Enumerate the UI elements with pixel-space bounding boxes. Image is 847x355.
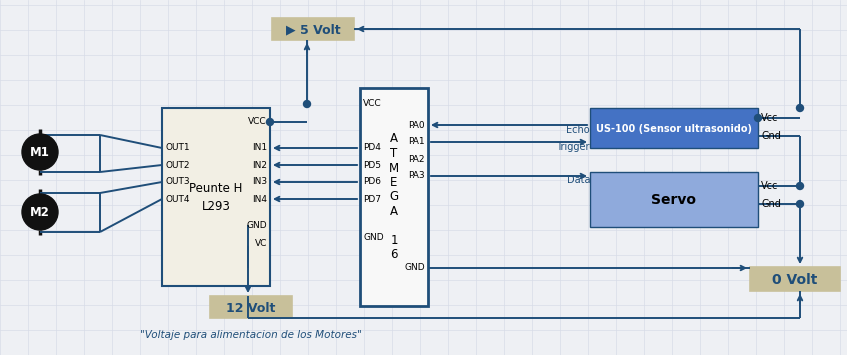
Text: GND: GND xyxy=(363,234,384,242)
Text: Gnd: Gnd xyxy=(761,199,781,209)
Text: M1: M1 xyxy=(30,146,50,158)
Circle shape xyxy=(755,115,761,121)
Circle shape xyxy=(796,104,804,111)
Text: Servo: Servo xyxy=(651,193,696,208)
Text: PA3: PA3 xyxy=(408,171,425,180)
Text: US-100 (Sensor ultrasonido): US-100 (Sensor ultrasonido) xyxy=(596,124,752,134)
Text: PA1: PA1 xyxy=(408,137,425,147)
Text: VC: VC xyxy=(255,240,267,248)
Text: L293: L293 xyxy=(202,201,230,213)
Bar xyxy=(590,108,758,148)
Text: Vcc: Vcc xyxy=(761,181,778,191)
Circle shape xyxy=(796,201,804,208)
Text: Data: Data xyxy=(567,175,590,185)
Text: ▶ 5 Volt: ▶ 5 Volt xyxy=(285,23,340,37)
Text: "Voltaje para alimentacion de los Motores": "Voltaje para alimentacion de los Motore… xyxy=(140,330,362,340)
Text: M2: M2 xyxy=(30,206,50,218)
Text: OUT2: OUT2 xyxy=(165,160,190,169)
Text: PD7: PD7 xyxy=(363,195,381,203)
Text: Gnd: Gnd xyxy=(761,131,781,141)
Text: OUT3: OUT3 xyxy=(165,178,190,186)
Text: Trigger: Trigger xyxy=(556,142,590,152)
Circle shape xyxy=(796,182,804,190)
Text: A
T
M
E
G
A
 
1
6: A T M E G A 1 6 xyxy=(389,132,399,262)
Text: PA2: PA2 xyxy=(408,154,425,164)
Text: PD5: PD5 xyxy=(363,160,381,169)
Text: Echo: Echo xyxy=(567,125,590,135)
Circle shape xyxy=(303,100,311,108)
Bar xyxy=(272,18,354,40)
Text: OUT4: OUT4 xyxy=(165,195,190,203)
Bar xyxy=(210,296,292,318)
Text: IN1: IN1 xyxy=(252,143,267,153)
Text: GND: GND xyxy=(404,263,425,273)
Bar xyxy=(750,267,840,291)
Text: VCC: VCC xyxy=(363,99,382,109)
Text: PD6: PD6 xyxy=(363,178,381,186)
Bar xyxy=(590,172,758,227)
Text: PD4: PD4 xyxy=(363,143,381,153)
Text: IN2: IN2 xyxy=(252,160,267,169)
Text: GND: GND xyxy=(246,220,267,229)
Text: OUT1: OUT1 xyxy=(165,143,190,153)
Circle shape xyxy=(22,194,58,230)
Bar xyxy=(162,108,270,286)
Text: Peunte H: Peunte H xyxy=(190,182,243,196)
Text: IN4: IN4 xyxy=(252,195,267,203)
Circle shape xyxy=(267,119,274,126)
Text: 12 Volt: 12 Volt xyxy=(226,301,275,315)
Circle shape xyxy=(22,134,58,170)
Text: Vcc: Vcc xyxy=(761,113,778,123)
Text: 0 Volt: 0 Volt xyxy=(772,273,817,287)
Text: IN3: IN3 xyxy=(252,178,267,186)
Bar xyxy=(360,88,428,306)
Text: PA0: PA0 xyxy=(408,120,425,130)
Text: VCC: VCC xyxy=(248,118,267,126)
